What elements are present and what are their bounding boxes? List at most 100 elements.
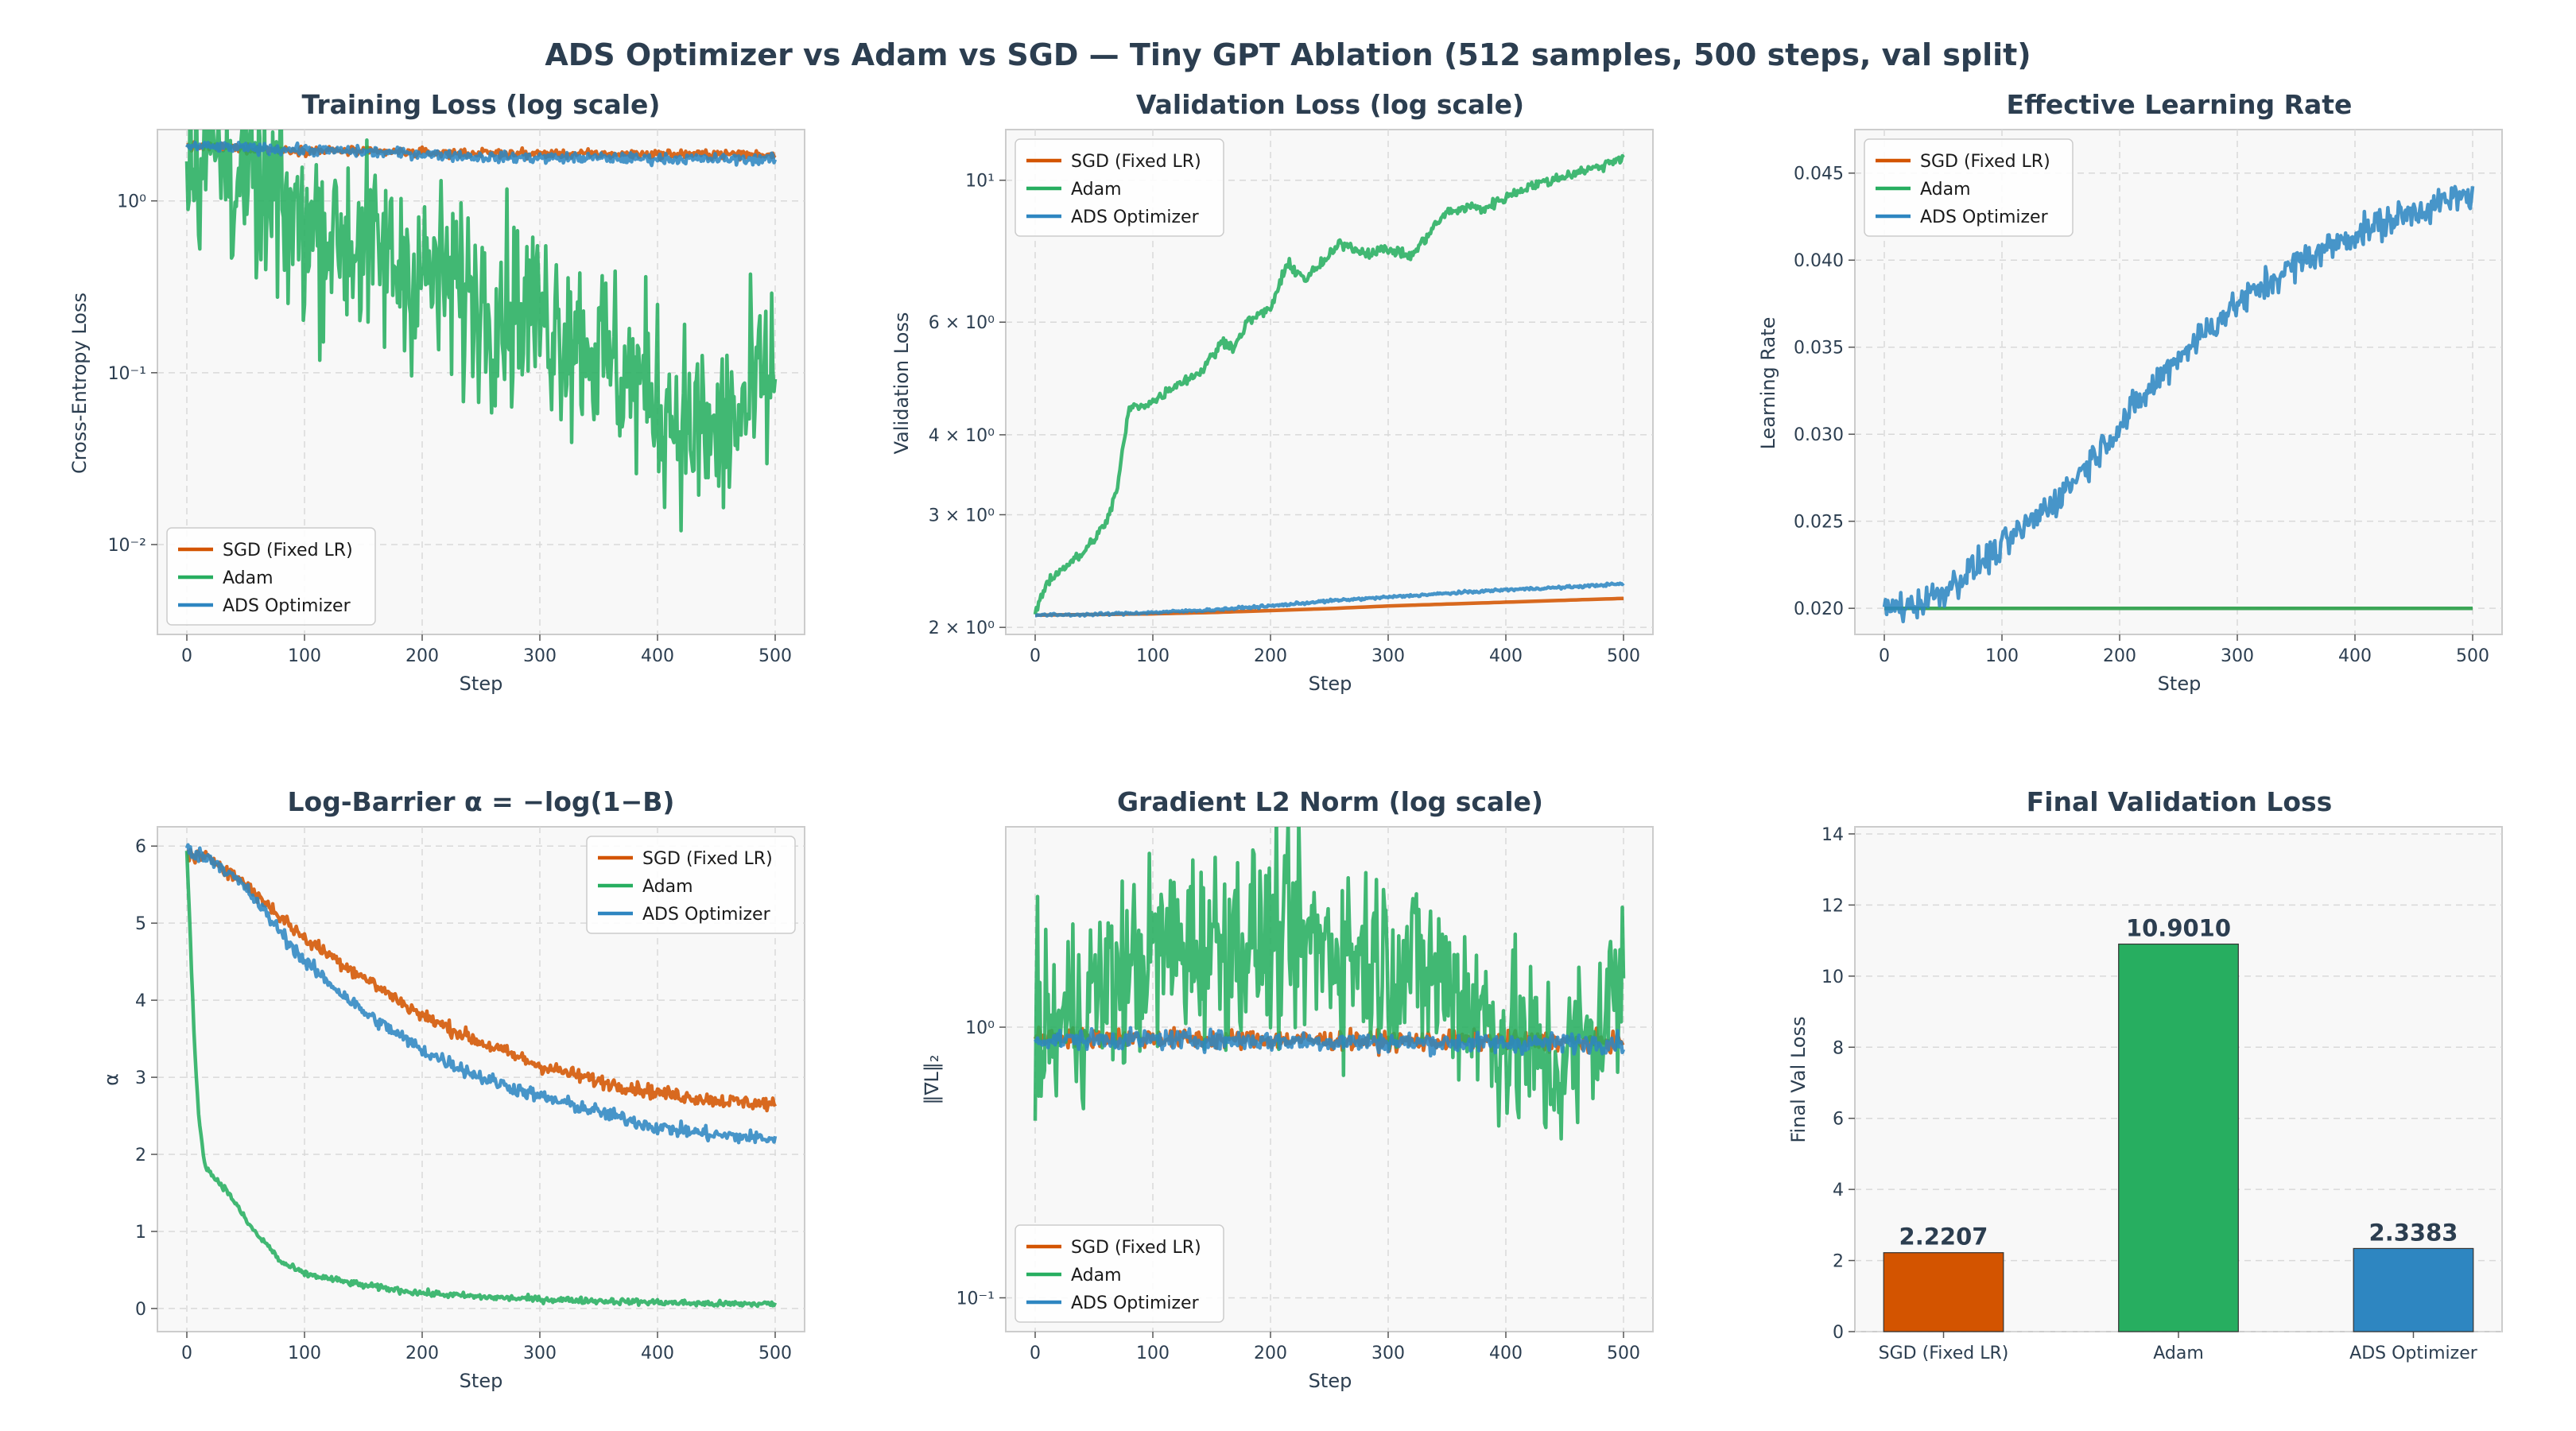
y-axis-label: Cross-Entropy Loss (68, 293, 91, 474)
series-line (184, 843, 778, 1145)
y-tick-label: 0.020 (1794, 599, 1844, 619)
y-tick-label: 10 (1821, 968, 1844, 987)
legend-label: SGD (Fixed LR) (642, 849, 773, 869)
y-tick-label: 0.030 (1794, 425, 1844, 445)
x-tick-label: 300 (1371, 1344, 1405, 1363)
y-tick-label: 8 (1833, 1038, 1844, 1058)
x-tick-label: 400 (1489, 1344, 1523, 1363)
figure-suptitle: ADS Optimizer vs Adam vs SGD — Tiny GPT … (545, 37, 2031, 72)
bar-value-label: 2.3383 (2369, 1219, 2458, 1246)
x-tick-label: 200 (1254, 646, 1287, 666)
y-tick-label: 3 × 10⁰ (929, 506, 995, 525)
y-tick-label: 10⁻¹ (108, 364, 146, 384)
legend-label: SGD (Fixed LR) (1920, 152, 2050, 172)
x-tick-label: 0 (181, 1344, 192, 1363)
x-axis-label: Step (1309, 1370, 1352, 1392)
legend-label: Adam (1920, 180, 1971, 200)
x-tick-label: 0 (1879, 646, 1890, 666)
x-tick-label: 200 (1254, 1344, 1287, 1363)
x-tick-label: 500 (758, 646, 792, 666)
y-axis-label: Validation Loss (890, 312, 913, 455)
chart-effective-learning-rate: Effective Learning Rate Step Learning Ra… (1757, 89, 2503, 695)
x-tick-label: Adam (2153, 1344, 2204, 1363)
series-line (1034, 1026, 1626, 1058)
chart-title: Training Loss (log scale) (301, 89, 660, 120)
series-line (186, 847, 777, 1113)
y-tick-label: 2 × 10⁰ (929, 619, 995, 638)
legend: SGD (Fixed LR) Adam ADS Optimizer (1864, 138, 2074, 237)
legend-label: SGD (Fixed LR) (1071, 1238, 1201, 1258)
bar (1883, 1252, 2004, 1332)
legend: SGD (Fixed LR) Adam ADS Optimizer (166, 527, 376, 626)
legend-label: ADS Optimizer (1071, 207, 1200, 227)
legend-box (1864, 138, 2074, 237)
bar (2353, 1247, 2474, 1332)
x-tick-label: 300 (523, 646, 557, 666)
x-tick-label: 400 (641, 646, 674, 666)
legend-label: Adam (642, 877, 693, 897)
bar (2118, 943, 2239, 1332)
y-tick-label: 0.045 (1794, 165, 1844, 184)
x-axis-label: Step (460, 1370, 503, 1392)
series-line (184, 851, 778, 1309)
bar-value-label: 10.9010 (2126, 915, 2231, 942)
y-tick-label: 10⁻¹ (956, 1289, 995, 1309)
y-tick-label: 0.040 (1794, 251, 1844, 271)
chart-validation-loss: Validation Loss (log scale) Step Validat… (890, 89, 1654, 695)
y-tick-label: 0.025 (1794, 513, 1844, 533)
series-line (185, 140, 778, 168)
x-axis-label: Step (1309, 673, 1352, 695)
legend: SGD (Fixed LR) Adam ADS Optimizer (1014, 1224, 1224, 1323)
x-tick-label: 300 (2221, 646, 2254, 666)
legend-label: ADS Optimizer (1920, 207, 2049, 227)
x-tick-label: 100 (288, 646, 321, 666)
y-tick-label: 14 (1821, 825, 1844, 845)
y-tick-label: 6 (1833, 1110, 1844, 1130)
y-tick-label: 1 (135, 1223, 146, 1243)
y-tick-label: 12 (1821, 896, 1844, 916)
x-tick-label: 200 (405, 646, 439, 666)
legend-label: Adam (223, 568, 274, 588)
x-tick-label: 500 (2456, 646, 2489, 666)
legend-box (1014, 1224, 1224, 1323)
x-tick-label: 500 (758, 1344, 792, 1363)
y-tick-label: 0 (1833, 1323, 1844, 1343)
x-tick-label: 100 (1136, 1344, 1170, 1363)
x-tick-label: SGD (Fixed LR) (1879, 1344, 2009, 1363)
x-tick-label: 300 (523, 1344, 557, 1363)
y-tick-label: 4 (1833, 1181, 1844, 1200)
y-tick-label: 3 (135, 1068, 146, 1088)
x-tick-label: 100 (1985, 646, 2019, 666)
y-tick-label: 10⁰ (965, 1018, 995, 1038)
x-tick-label: 200 (2103, 646, 2136, 666)
series-line (1882, 184, 2475, 624)
legend-label: Adam (1071, 180, 1122, 200)
legend-box (586, 836, 796, 934)
x-tick-label: 200 (405, 1344, 439, 1363)
x-tick-label: 400 (1489, 646, 1523, 666)
chart-title: Validation Loss (log scale) (1136, 89, 1524, 120)
legend: SGD (Fixed LR) Adam ADS Optimizer (586, 836, 796, 934)
y-axis-label: Final Val Loss (1787, 1016, 1810, 1142)
legend-box (1014, 138, 1224, 237)
x-tick-label: 100 (1136, 646, 1170, 666)
chart-training-loss: Training Loss (log scale) Step Cross-Ent… (68, 89, 805, 695)
y-tick-label: 5 (135, 914, 146, 934)
legend-box (166, 527, 376, 626)
y-tick-label: 6 (135, 837, 146, 857)
x-tick-label: 500 (1607, 1344, 1640, 1363)
x-tick-label: 500 (1607, 646, 1640, 666)
x-tick-label: 400 (2338, 646, 2372, 666)
y-axis-label: Learning Rate (1757, 317, 1779, 450)
x-tick-label: 0 (1030, 1344, 1041, 1363)
y-axis-label: α (100, 1073, 122, 1086)
series-line (1033, 153, 1625, 615)
x-tick-label: 300 (1371, 646, 1405, 666)
series-line (1034, 581, 1625, 618)
bar-value-label: 2.2207 (1899, 1224, 1988, 1251)
x-tick-label: 400 (641, 1344, 674, 1363)
chart-title: Log-Barrier α = −log(1−B) (288, 786, 675, 817)
x-axis-label: Step (460, 673, 503, 695)
legend-label: ADS Optimizer (223, 596, 351, 616)
